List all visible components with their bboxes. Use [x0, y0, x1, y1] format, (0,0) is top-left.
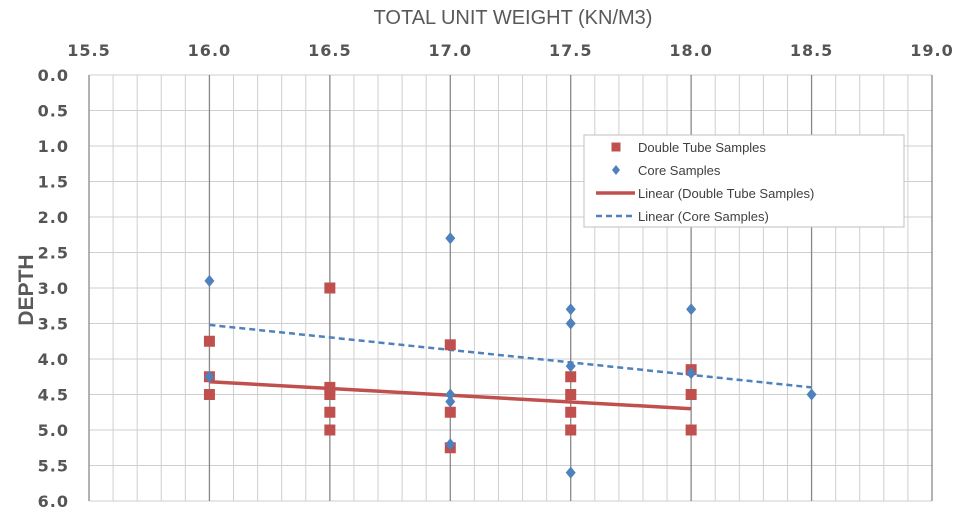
legend-label: Double Tube Samples — [638, 140, 766, 155]
y-axis-title: DEPTH — [15, 254, 38, 325]
legend-square-marker — [611, 142, 621, 152]
y-tick-label: 0.0 — [38, 66, 69, 85]
double-tube-point — [324, 381, 336, 393]
core-sample-point — [686, 367, 697, 380]
legend-diamond-marker — [612, 165, 620, 175]
legend: Double Tube Samples Core Samples Linear (D… — [583, 134, 905, 228]
core-sample-point — [204, 274, 215, 287]
core-sample-point — [806, 388, 817, 401]
core-sample-point — [445, 232, 456, 245]
double-tube-point — [565, 406, 577, 418]
legend-label: Linear (Double Tube Samples) — [638, 186, 814, 201]
core-sample-point — [565, 360, 576, 373]
x-axis-ticks: 15.5 16.0 16.5 17.0 17.5 18.0 18.5 19.0 — [67, 41, 953, 60]
x-tick-label: 18.0 — [669, 41, 712, 60]
x-tick-label: 16.0 — [188, 41, 231, 60]
double-tube-point — [565, 424, 577, 436]
core-sample-point — [445, 395, 456, 408]
double-tube-point — [324, 406, 336, 418]
x-tick-label: 17.5 — [549, 41, 592, 60]
x-tick-label: 18.5 — [790, 41, 833, 60]
y-tick-label: 5.5 — [38, 457, 69, 476]
x-tick-label: 19.0 — [910, 41, 953, 60]
legend-label: Core Samples — [638, 163, 721, 178]
core-sample-point — [445, 438, 456, 451]
y-axis-ticks: 0.0 0.5 1.0 1.5 2.0 2.5 3.0 3.5 4.0 4.5 5.0 5.5 6.0 — [38, 66, 69, 511]
core-sample-point — [565, 466, 576, 479]
legend-label: Linear (Core Samples) — [638, 209, 769, 224]
trendline — [209, 323, 812, 389]
y-tick-label: 0.5 — [38, 102, 69, 121]
minor-gridlines — [89, 74, 932, 502]
data-points — [203, 232, 817, 479]
double-tube-point — [203, 389, 215, 400]
y-tick-label: 6.0 — [38, 492, 69, 511]
y-tick-label: 4.5 — [38, 386, 69, 405]
x-tick-label: 16.5 — [308, 41, 351, 60]
double-tube-point — [324, 282, 336, 294]
y-tick-label: 2.0 — [38, 208, 69, 227]
y-tick-label: 4.0 — [38, 350, 69, 369]
y-tick-label: 5.0 — [38, 421, 69, 440]
double-tube-point — [203, 335, 215, 347]
double-tube-point — [324, 389, 336, 400]
x-tick-label: 15.5 — [67, 41, 110, 60]
x-axis-title: TOTAL UNIT WEIGHT (KN/M3) — [374, 7, 653, 29]
core-sample-point — [686, 303, 697, 316]
double-tube-point — [685, 424, 697, 436]
y-tick-label: 2.5 — [38, 244, 69, 263]
x-tick-label: 17.0 — [429, 41, 472, 60]
double-tube-point — [565, 371, 577, 383]
double-tube-point — [444, 339, 456, 351]
core-sample-point — [565, 317, 576, 330]
y-tick-label: 1.0 — [38, 137, 69, 156]
double-tube-point — [324, 424, 336, 436]
y-tick-label: 1.5 — [38, 173, 69, 192]
double-tube-point — [685, 389, 697, 400]
core-sample-point — [445, 388, 456, 401]
y-tick-label: 3.5 — [38, 315, 69, 334]
core-sample-point — [565, 303, 576, 316]
trendlines — [209, 323, 812, 411]
y-tick-label: 3.0 — [38, 279, 69, 298]
double-tube-point — [565, 389, 577, 400]
double-tube-point — [444, 406, 456, 418]
legend-box — [583, 134, 905, 228]
core-sample-point — [204, 370, 215, 383]
